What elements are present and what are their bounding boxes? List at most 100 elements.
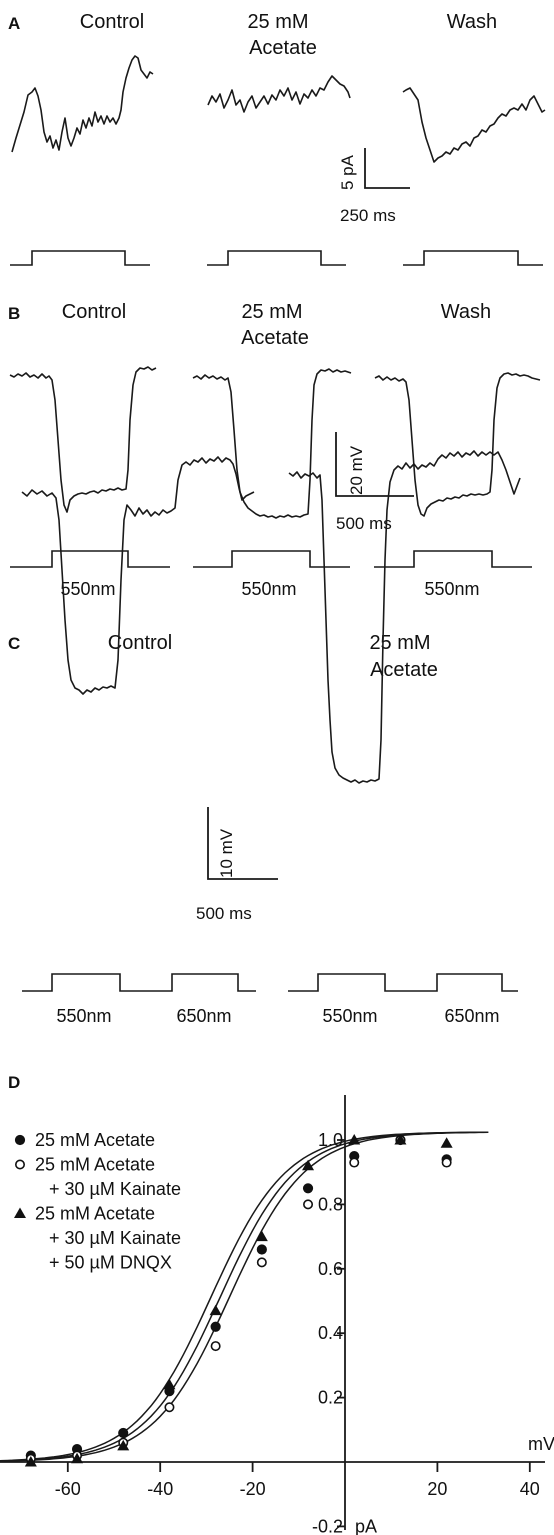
panel-c-stimulus-2-label-2: 650nm: [444, 1006, 499, 1026]
panel-c-scale-x-label: 500 ms: [196, 904, 252, 923]
data-point-series-3: [117, 1439, 130, 1451]
panel-b-label: B: [8, 304, 20, 323]
panel-b-stimulus-2: [193, 550, 350, 568]
panel-c-stimulus-1: [22, 973, 256, 992]
data-point-series-3: [255, 1230, 268, 1242]
data-point-series-3: [209, 1304, 222, 1316]
legend-label-series-3: + 50 µM DNQX: [49, 1253, 172, 1273]
panel-b-condition-2-line2: Acetate: [241, 327, 309, 349]
data-point-series-1: [210, 1321, 221, 1332]
data-point-series-1: [256, 1244, 267, 1255]
panel-b-condition-2-line1: 25 mM: [241, 301, 302, 323]
x-tick-label: 40: [520, 1479, 540, 1499]
panel-a-trace-control: [11, 55, 154, 153]
y-tick-label: -0.2: [312, 1516, 343, 1535]
panel-b-stimulus-3-label: 550nm: [424, 579, 479, 599]
panel-d-label: D: [8, 1073, 20, 1092]
y-axis-unit: pA: [355, 1516, 377, 1535]
panel-a-stimulus-2: [207, 250, 346, 266]
panel-c-condition-1: Control: [108, 632, 172, 654]
x-tick-label: -60: [55, 1479, 81, 1499]
panel-b-trace-acetate: [192, 368, 352, 519]
data-point-series-2: [256, 1257, 267, 1268]
data-point-series-2: [164, 1402, 175, 1413]
data-point-series-2: [441, 1157, 452, 1168]
panel-a-condition-2-line2: Acetate: [249, 37, 317, 59]
y-tick-label: 0.6: [318, 1259, 343, 1279]
panel-c-scale-y-label: 10 mV: [217, 828, 236, 878]
data-point-series-3: [348, 1134, 361, 1145]
panel-b-stimulus-1-label: 550nm: [60, 579, 115, 599]
legend-marker-series-2: [15, 1159, 25, 1170]
panel-b-trace-wash: [374, 372, 541, 517]
panel-c-scale-bar: 10 mV 500 ms: [196, 807, 278, 923]
data-point-series-3: [24, 1456, 37, 1467]
legend-label-series-2: + 30 µM Kainate: [49, 1179, 181, 1199]
panel-a-trace-acetate: [207, 75, 351, 113]
panel-b-condition-3: Wash: [441, 301, 491, 323]
panel-b-condition-1: Control: [62, 301, 126, 323]
data-point-series-3: [440, 1137, 453, 1148]
panel-c-trace-control: [21, 456, 255, 695]
x-tick-label: -20: [240, 1479, 266, 1499]
legend-label-series-2: 25 mM Acetate: [35, 1155, 155, 1175]
data-point-series-3: [394, 1134, 407, 1145]
panel-c-trace-acetate: [288, 450, 521, 784]
y-tick-label: 0.4: [318, 1323, 343, 1343]
legend-marker-series-1: [14, 1134, 26, 1146]
panel-a-label: A: [8, 14, 20, 33]
panel-c-condition-2-line2: Acetate: [370, 659, 438, 681]
panel-b-trace-control: [9, 366, 157, 513]
legend-label-series-3: 25 mM Acetate: [35, 1204, 155, 1224]
panel-c-condition-2-line1: 25 mM: [369, 632, 430, 654]
panel-b-stimulus-3: [374, 550, 532, 568]
data-point-series-3: [163, 1378, 176, 1390]
panel-a-trace-wash: [402, 87, 546, 163]
panel-a-scale-bar: 5 pA 250 ms: [338, 148, 410, 225]
panel-b-scale-y-label: 20 mV: [347, 445, 366, 495]
panel-c-stimulus-2: [288, 973, 518, 992]
data-point-series-1: [118, 1427, 129, 1439]
panel-a-scale-x-label: 250 ms: [340, 206, 396, 225]
panel-b: B Control 25 mM Acetate Wash 20 mV 500 m…: [8, 301, 541, 599]
panel-b-stimulus-2-label: 550nm: [241, 579, 296, 599]
panel-c-label: C: [8, 634, 20, 653]
panel-d-legend: 25 mM Acetate 25 mM Acetate + 30 µM Kainat…: [14, 1130, 181, 1273]
panel-c-stimulus-1-label-2: 650nm: [176, 1006, 231, 1026]
panel-d-fit-curves: [0, 1131, 489, 1463]
panel-a: A Control 25 mM Acetate Wash 5 pA 250 ms: [8, 11, 546, 266]
y-tick-label: 1.0: [318, 1130, 343, 1150]
legend-label-series-3: + 30 µM Kainate: [49, 1228, 181, 1248]
data-point-series-2: [303, 1199, 314, 1210]
legend-label-series-1: 25 mM Acetate: [35, 1130, 155, 1150]
data-point-series-3: [302, 1159, 315, 1171]
panel-b-stimulus-1: [10, 550, 170, 568]
panel-a-stimulus-1: [10, 250, 150, 266]
x-axis-unit: mV: [528, 1434, 554, 1454]
y-tick-label: 0.8: [318, 1194, 343, 1214]
data-point-series-3: [71, 1452, 84, 1464]
panel-d: D -80-60-40-2020400.20.40.60.81.0-0.2pAm…: [0, 1073, 554, 1535]
panel-a-condition-1: Control: [80, 11, 144, 33]
panel-a-condition-3: Wash: [447, 11, 497, 33]
data-point-series-2: [349, 1157, 360, 1168]
panel-a-scale-y-label: 5 pA: [338, 154, 357, 190]
panel-b-scale-bar: 20 mV 500 ms: [335, 432, 414, 533]
data-point-series-1: [302, 1183, 314, 1194]
y-tick-label: 0.2: [318, 1388, 343, 1408]
panel-c-stimulus-1-label-1: 550nm: [56, 1006, 111, 1026]
panel-c: C Control 25 mM Acetate 10 mV 500 ms 550…: [8, 450, 521, 1026]
data-point-series-2: [210, 1341, 221, 1352]
fit-curve: [0, 1131, 489, 1462]
panel-a-stimulus-3: [403, 250, 543, 266]
legend-marker-series-3: [14, 1207, 26, 1218]
x-tick-label: 20: [427, 1479, 447, 1499]
fit-curve: [0, 1131, 489, 1463]
panel-c-stimulus-2-label-1: 550nm: [322, 1006, 377, 1026]
panel-b-scale-x-label: 500 ms: [336, 514, 392, 533]
x-tick-label: -40: [147, 1479, 173, 1499]
panel-a-condition-2-line1: 25 mM: [247, 11, 308, 33]
panel-d-data-points: [24, 1134, 453, 1467]
